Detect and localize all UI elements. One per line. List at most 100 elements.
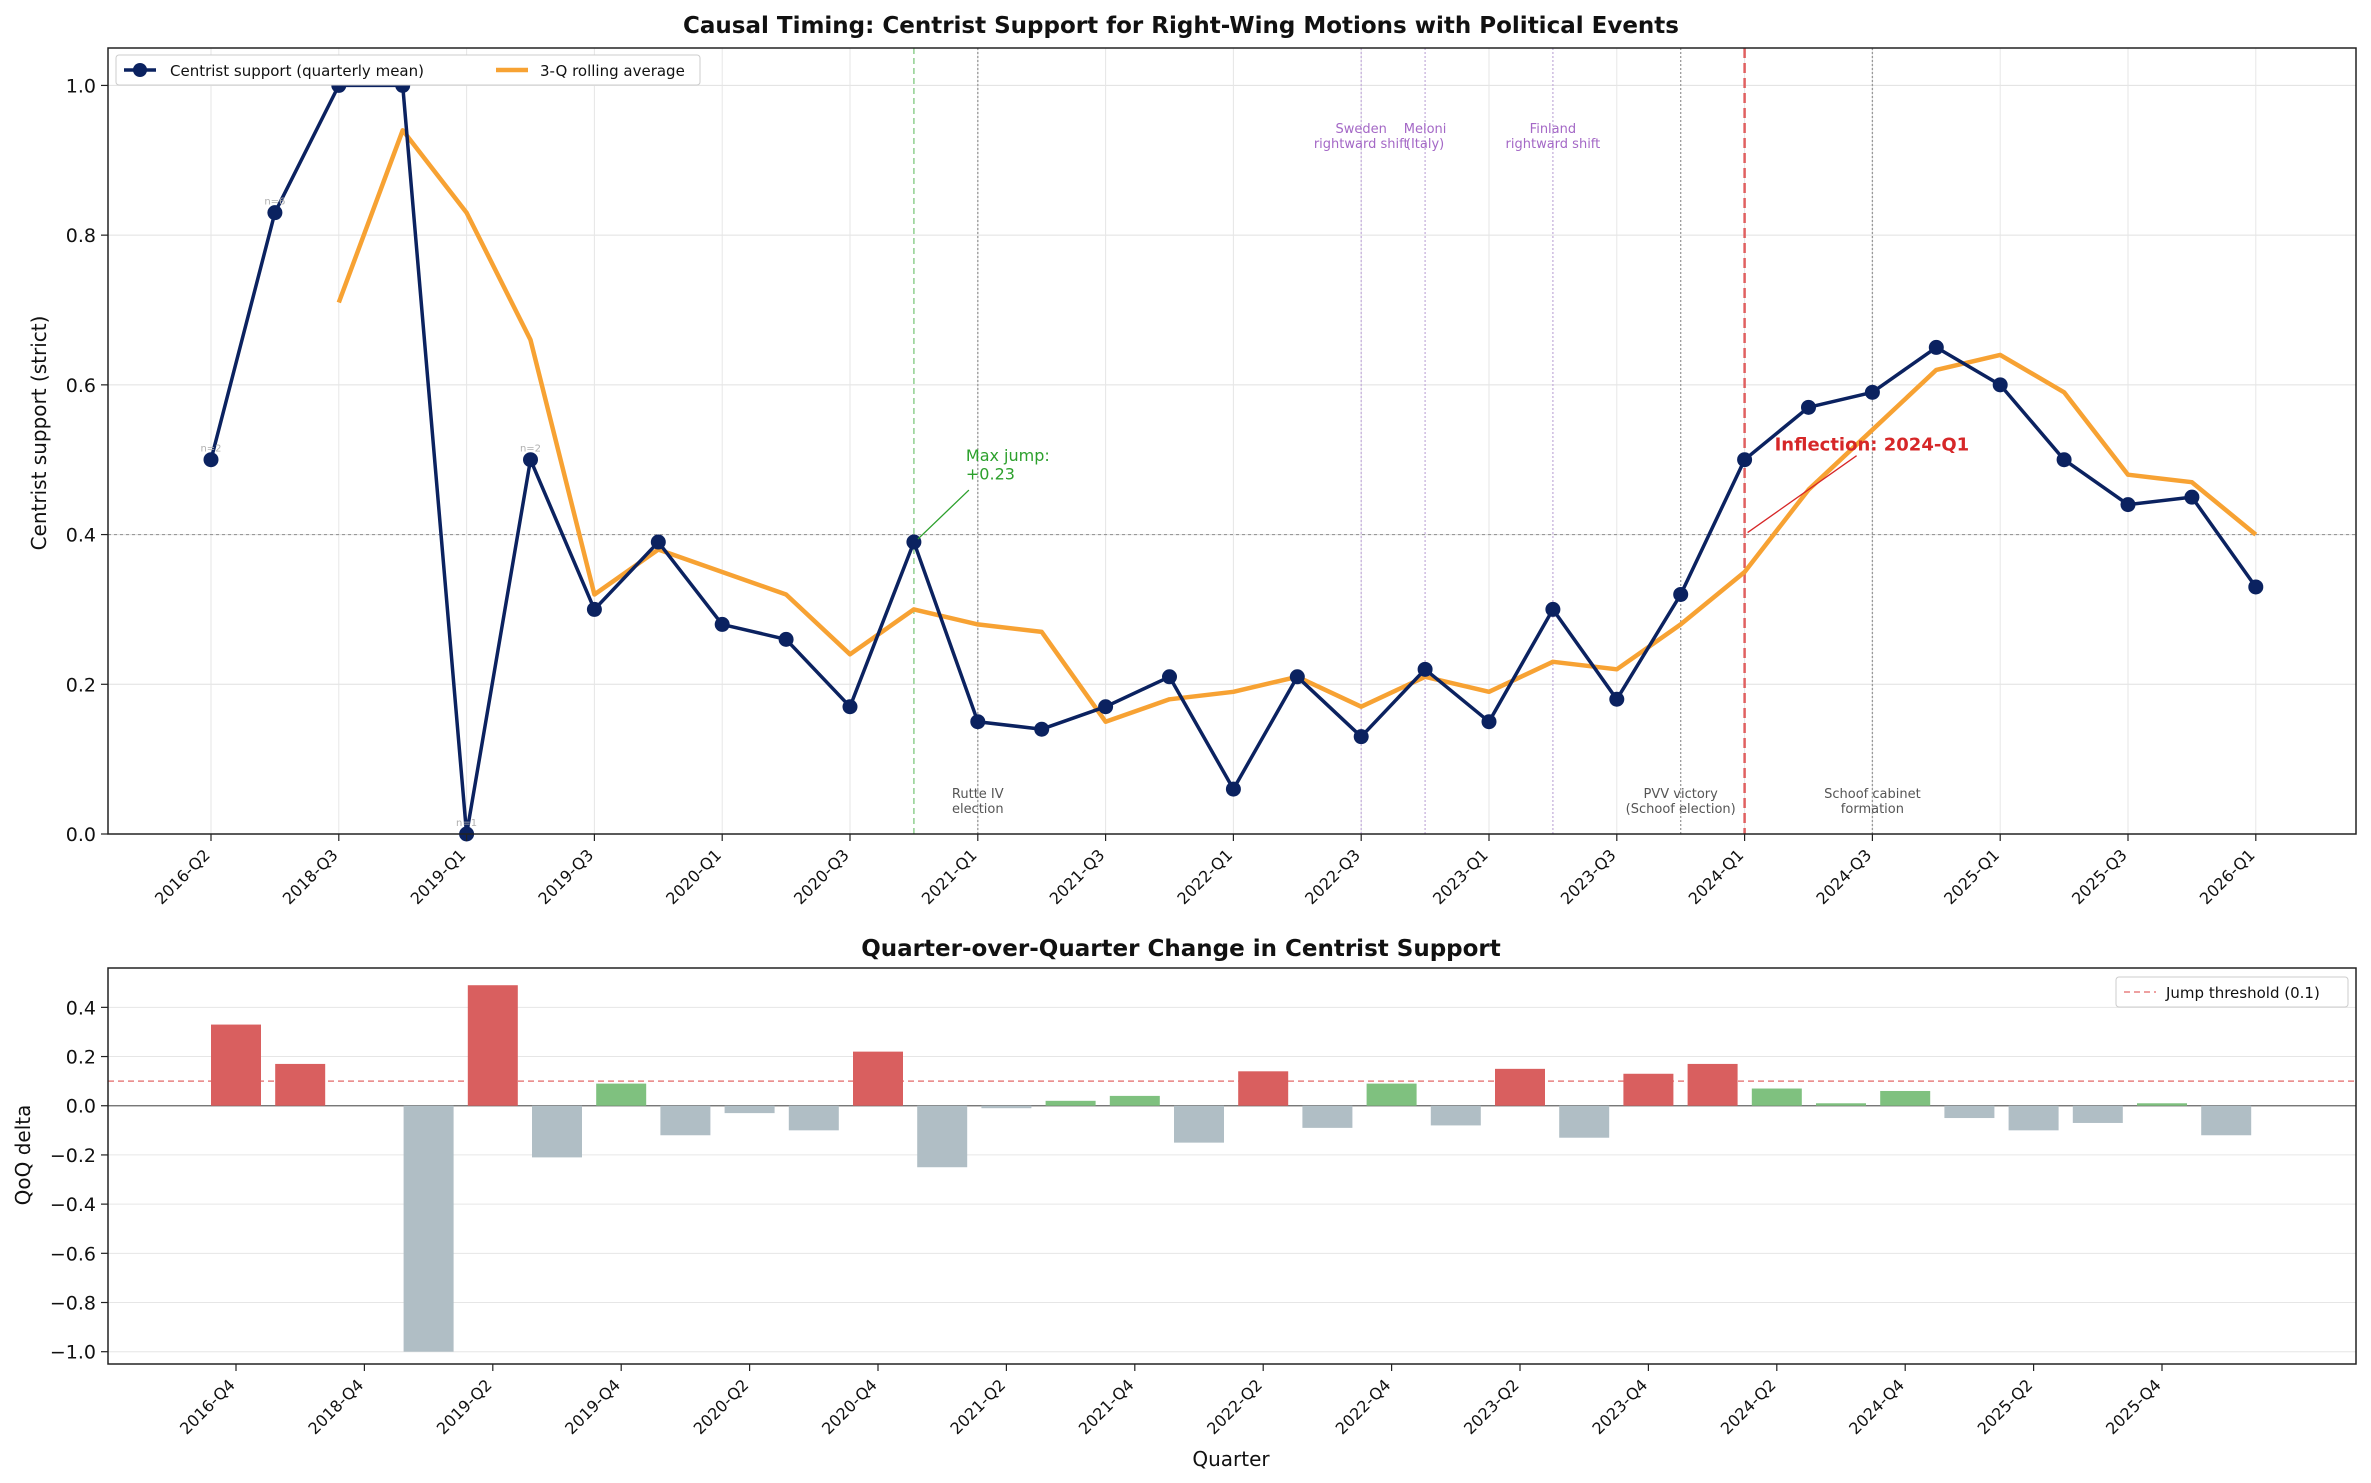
bottom-ytick-label: −0.6 bbox=[50, 1243, 96, 1265]
bottom-chart-title: Quarter-over-Quarter Change in Centrist … bbox=[861, 936, 1501, 962]
data-point bbox=[586, 601, 602, 617]
top-legend: Centrist support (quarterly mean) 3-Q ro… bbox=[115, 54, 701, 86]
qoq-bar bbox=[1687, 1063, 1738, 1106]
data-point bbox=[1289, 669, 1305, 685]
legend-label-main: Centrist support (quarterly mean) bbox=[170, 62, 424, 80]
qoq-bar bbox=[1880, 1090, 1931, 1106]
qoq-bar bbox=[2201, 1105, 2252, 1136]
sample-size-label: n=2 bbox=[200, 444, 221, 455]
qoq-bar bbox=[1751, 1088, 1802, 1106]
data-point bbox=[906, 534, 922, 550]
bottom-ytick-label: −0.4 bbox=[50, 1194, 96, 1216]
top-plot-frame bbox=[107, 47, 2357, 835]
qoq-bar bbox=[1816, 1103, 1866, 1106]
data-point bbox=[1673, 586, 1689, 602]
data-point bbox=[1417, 661, 1433, 677]
sample-size-label: n=2 bbox=[520, 444, 541, 455]
top-ytick-label: 0.8 bbox=[66, 225, 96, 247]
data-point bbox=[1098, 699, 1114, 715]
bottom-ytick-label: 0.0 bbox=[66, 1096, 96, 1118]
qoq-bar bbox=[1045, 1100, 1096, 1106]
bottom-ytick-label: −1.0 bbox=[50, 1342, 96, 1364]
data-point bbox=[2120, 497, 2136, 513]
sample-size-label: n=1 bbox=[456, 818, 477, 829]
data-point bbox=[2248, 579, 2264, 595]
sample-size-label: n=6 bbox=[264, 197, 285, 208]
top-ytick-label: 0.0 bbox=[66, 824, 96, 846]
qoq-bar bbox=[211, 1024, 261, 1106]
qoq-bar bbox=[917, 1105, 968, 1168]
data-point bbox=[970, 714, 986, 730]
data-point bbox=[2184, 489, 2200, 505]
qoq-bar bbox=[1944, 1105, 1995, 1119]
data-point bbox=[1034, 721, 1050, 737]
data-point bbox=[1609, 691, 1625, 707]
qoq-bar bbox=[853, 1051, 903, 1106]
qoq-bar bbox=[660, 1105, 711, 1136]
qoq-bar bbox=[1495, 1068, 1545, 1106]
qoq-bar bbox=[403, 1105, 454, 1352]
qoq-bar bbox=[1559, 1105, 1610, 1138]
data-point bbox=[523, 452, 538, 468]
qoq-bar bbox=[1109, 1095, 1160, 1106]
event-label: PVV victory (Schoof election) bbox=[1626, 787, 1736, 817]
qoq-bar bbox=[724, 1105, 775, 1114]
data-point bbox=[842, 699, 858, 715]
qoq-bar bbox=[981, 1105, 1032, 1109]
bottom-ytick-label: −0.2 bbox=[50, 1145, 96, 1167]
event-label: Schoof cabinet formation bbox=[1824, 787, 1921, 817]
data-point bbox=[1992, 377, 2008, 393]
data-point bbox=[267, 205, 283, 221]
max-jump-label: Max jump: +0.23 bbox=[966, 446, 1050, 483]
top-y-axis-label: Centrist support (strict) bbox=[27, 316, 51, 551]
inflection-label: Inflection: 2024-Q1 bbox=[1775, 435, 1970, 456]
data-point bbox=[1481, 714, 1497, 730]
data-point bbox=[1928, 339, 1944, 355]
event-label: Meloni (Italy) bbox=[1404, 122, 1447, 152]
qoq-bar bbox=[1174, 1105, 1224, 1143]
qoq-bar bbox=[2008, 1105, 2059, 1131]
bottom-ytick-label: −0.8 bbox=[50, 1293, 96, 1315]
bottom-x-axis-label: Quarter bbox=[1192, 1447, 1270, 1471]
data-point bbox=[714, 616, 730, 632]
event-label: Sweden rightward shift bbox=[1314, 122, 1409, 152]
top-ytick-label: 0.6 bbox=[66, 375, 96, 397]
qoq-bar bbox=[2137, 1103, 2187, 1106]
bottom-y-axis-label: QoQ delta bbox=[11, 1105, 35, 1206]
event-label: Rutte IV election bbox=[952, 787, 1004, 817]
data-point bbox=[1162, 669, 1177, 685]
top-ytick-label: 0.2 bbox=[66, 674, 96, 696]
legend-marker-main bbox=[133, 63, 147, 77]
data-point bbox=[1737, 452, 1753, 468]
top-ytick-label: 0.4 bbox=[66, 525, 96, 547]
qoq-bar bbox=[467, 985, 518, 1106]
top-ytick-label: 1.0 bbox=[66, 75, 96, 97]
data-point bbox=[1801, 399, 1816, 415]
bottom-ytick-label: 0.2 bbox=[66, 1047, 96, 1069]
qoq-bar bbox=[1366, 1083, 1417, 1106]
data-point bbox=[778, 631, 794, 647]
qoq-bar bbox=[532, 1105, 582, 1158]
top-event-lines: Rutte IV election Sweden rightward shiftMel… bbox=[913, 48, 1921, 834]
qoq-bar bbox=[596, 1083, 647, 1106]
qoq-bar bbox=[275, 1063, 326, 1106]
qoq-bar bbox=[2072, 1105, 2123, 1123]
qoq-bar bbox=[1623, 1073, 1674, 1106]
data-point bbox=[1353, 729, 1369, 745]
data-point bbox=[1225, 781, 1241, 797]
bottom-ytick-label: 0.4 bbox=[66, 997, 96, 1019]
data-point bbox=[203, 452, 219, 468]
qoq-bar bbox=[1430, 1105, 1481, 1126]
data-point bbox=[1545, 601, 1561, 617]
bottom-legend: Jump threshold (0.1) bbox=[2115, 976, 2349, 1008]
qoq-bar bbox=[788, 1105, 839, 1131]
qoq-bar bbox=[1238, 1071, 1289, 1106]
event-label: Finland rightward shift bbox=[1506, 122, 1601, 152]
legend-label-threshold: Jump threshold (0.1) bbox=[2165, 984, 2320, 1002]
legend-label-rolling: 3-Q rolling average bbox=[540, 62, 685, 80]
bottom-bars bbox=[211, 985, 2252, 1352]
data-point bbox=[2056, 452, 2072, 468]
max-jump-arrow bbox=[917, 489, 970, 540]
